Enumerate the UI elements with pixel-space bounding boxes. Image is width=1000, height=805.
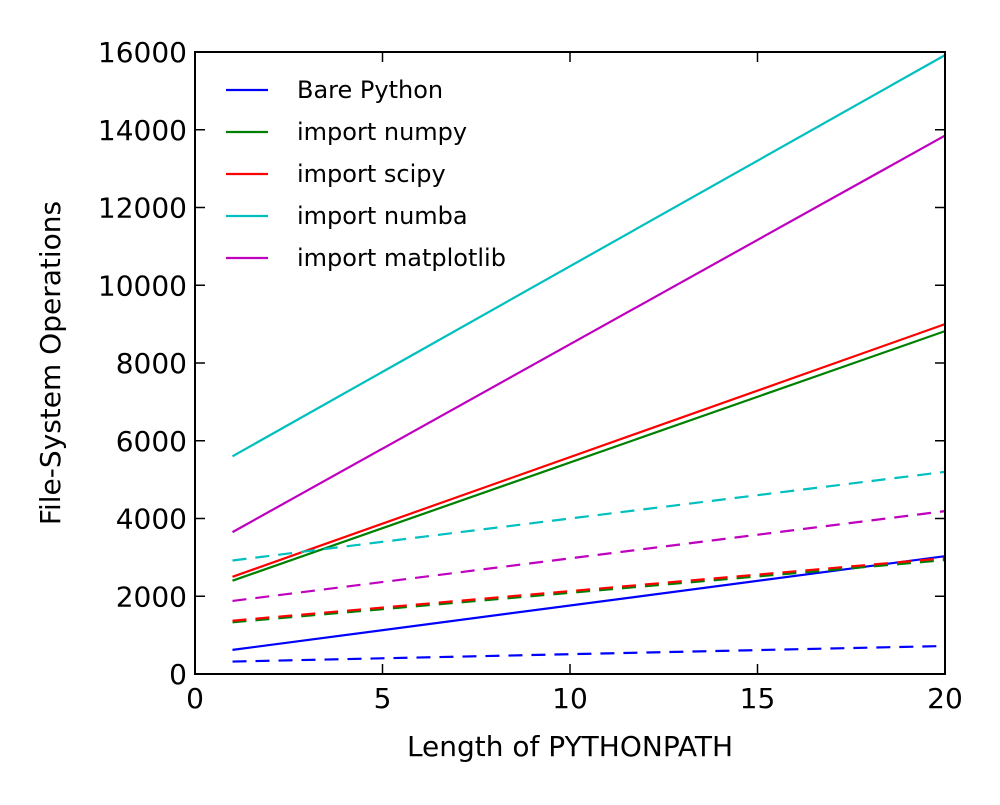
series-line-unlabeled-9-dashed: [232, 510, 946, 603]
series-line-bare-python: [232, 555, 946, 651]
y-tick-label: 4000: [116, 503, 187, 536]
series-line-import-scipy: [232, 323, 946, 578]
series-layer: [231, 54, 946, 663]
legend-label-import-scipy: import scipy: [297, 160, 446, 188]
x-tick-label: 20: [927, 682, 963, 715]
x-tick-label: 5: [374, 682, 392, 715]
x-tick-label: 15: [740, 682, 776, 715]
y-tick-label: 0: [169, 658, 187, 691]
x-tick-label: 0: [186, 682, 204, 715]
series-line-unlabeled-6-dashed: [232, 559, 946, 624]
series-line-import-numba: [231, 54, 946, 458]
y-tick-label: 6000: [116, 425, 187, 458]
series-line-unlabeled-5-dashed: [232, 644, 946, 663]
series-line-unlabeled-8-dashed: [232, 470, 946, 562]
series-line-import-matplotlib: [231, 134, 946, 534]
y-tick-label: 14000: [98, 114, 187, 147]
y-tick-label: 8000: [116, 347, 187, 380]
y-tick-label: 16000: [98, 36, 187, 69]
y-tick-label: 2000: [116, 580, 187, 613]
legend: Bare Python import numpy import scipy impor…: [226, 76, 506, 272]
series-line-unlabeled-7-dashed: [232, 557, 946, 622]
y-tick-label: 10000: [98, 269, 187, 302]
legend-label-import-numba: import numba: [297, 202, 468, 230]
y-tick-label: 12000: [98, 192, 187, 225]
x-tick-label: 10: [552, 682, 588, 715]
legend-label-import-numpy: import numpy: [297, 118, 467, 146]
ticks-layer: 0 5 10 15 20 0 2000 4000 6000 8000 10000 12000 14000…: [98, 36, 963, 715]
y-axis-title: File-System Operations: [34, 201, 67, 525]
series-line-import-numpy: [232, 330, 946, 582]
x-axis-title: Length of PYTHONPATH: [407, 730, 733, 763]
legend-label-import-matplotlib: import matplotlib: [297, 244, 506, 272]
legend-label-bare-python: Bare Python: [297, 76, 443, 104]
